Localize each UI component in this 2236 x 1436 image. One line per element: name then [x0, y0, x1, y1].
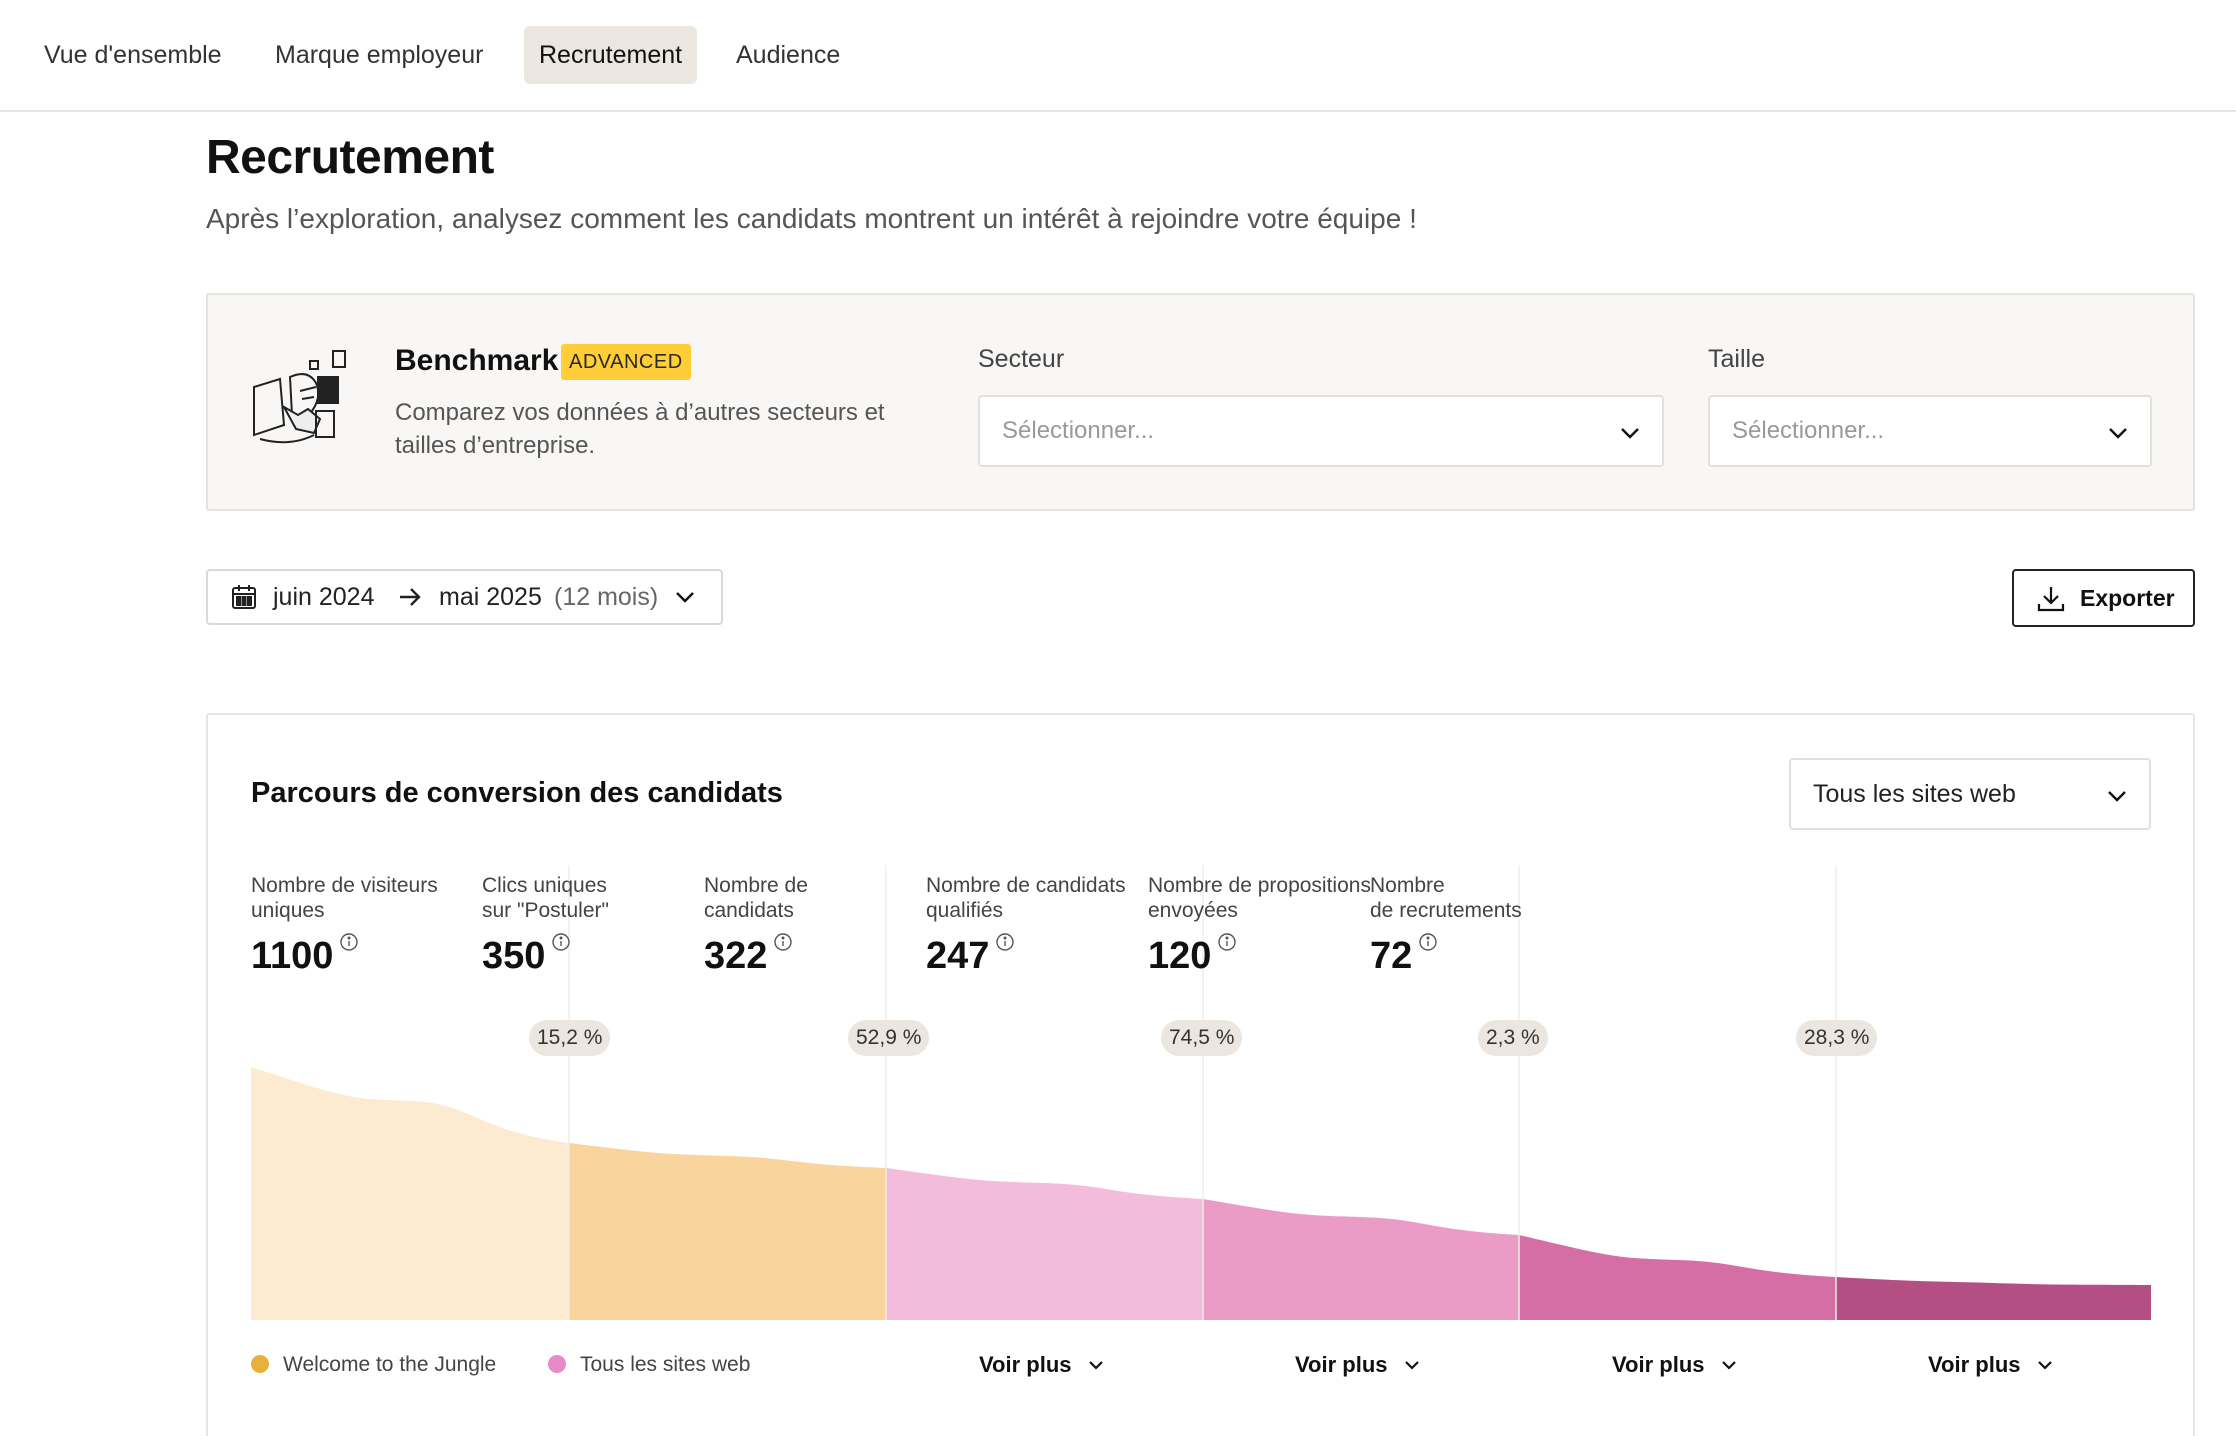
date-start: juin 2024: [273, 583, 375, 611]
legend-dot: [548, 1355, 566, 1373]
info-icon[interactable]: [773, 932, 793, 952]
advanced-badge: ADVANCED: [561, 344, 691, 380]
site-filter-value: Tous les sites web: [1813, 780, 2016, 808]
funnel-metric: Clics uniques sur "Postuler" 350: [482, 873, 609, 978]
voir-plus-button[interactable]: Voir plus: [1928, 1350, 2055, 1380]
page-title: Recrutement: [206, 131, 494, 184]
metric-label: Nombre de visiteurs uniques: [251, 874, 438, 922]
calendar-icon: [232, 585, 256, 609]
site-filter-select[interactable]: Tous les sites web: [1789, 758, 2151, 830]
voir-plus-label: Voir plus: [979, 1352, 1072, 1377]
legend-dot: [251, 1355, 269, 1373]
legend-item-wttj: Welcome to the Jungle: [251, 1352, 496, 1378]
voir-plus-label: Voir plus: [1928, 1352, 2021, 1377]
metric-value: 350: [482, 935, 546, 977]
metric-label: Clics uniques sur "Postuler": [482, 874, 609, 922]
legend-label: Welcome to the Jungle: [283, 1353, 497, 1376]
funnel-stage-area: [1836, 1277, 2151, 1320]
benchmark-panel: Benchmark ADVANCED Comparez vos données …: [206, 293, 2195, 511]
voir-plus-label: Voir plus: [1295, 1352, 1388, 1377]
size-select-placeholder: Sélectionner...: [1732, 417, 1885, 444]
sector-label: Secteur: [978, 345, 1065, 373]
metric-value: 72: [1370, 935, 1413, 977]
download-icon: [2037, 587, 2065, 612]
funnel-stage-area: [886, 1168, 1203, 1320]
conversion-rate-pill: 74,5 %: [1161, 1020, 1243, 1056]
size-label: Taille: [1708, 345, 1765, 373]
chevron-down-icon: [2108, 791, 2126, 802]
funnel-metric: Nombre de recrutements 72: [1370, 873, 1522, 978]
top-navigation: Vue d'ensemble Marque employeur Recrutem…: [0, 0, 2236, 112]
chevron-down-icon: [1404, 1361, 1419, 1370]
benchmark-illustration-icon: [253, 350, 346, 444]
legend-label: Tous les sites web: [580, 1353, 751, 1376]
date-duration: (12 mois): [554, 583, 659, 611]
conversion-rate-pill: 2,3 %: [1478, 1020, 1548, 1056]
voir-plus-button[interactable]: Voir plus: [979, 1350, 1106, 1380]
legend-item-all-sites: Tous les sites web: [548, 1352, 750, 1378]
tab-vue-ensemble[interactable]: Vue d'ensemble: [44, 41, 222, 69]
metric-label: Nombre de propositions envoyées: [1148, 874, 1371, 922]
benchmark-title: Benchmark: [395, 344, 559, 377]
funnel-metric: Nombre de visiteurs uniques 1100: [251, 873, 438, 978]
tab-audience[interactable]: Audience: [736, 41, 841, 69]
info-icon[interactable]: [551, 932, 571, 952]
size-select[interactable]: Sélectionner...: [1708, 395, 2152, 467]
sector-select-placeholder: Sélectionner...: [1002, 417, 1155, 444]
date-range-picker[interactable]: juin 2024 mai 2025 (12 mois): [206, 569, 723, 625]
funnel-stage-area: [1519, 1235, 1836, 1320]
chevron-down-icon: [676, 592, 694, 603]
chevron-down-icon: [2109, 428, 2127, 439]
conversion-rate-pill: 52,9 %: [848, 1020, 930, 1056]
info-icon[interactable]: [1217, 932, 1237, 952]
metric-value: 247: [926, 935, 990, 977]
conversion-funnel-card: Parcours de conversion des candidats Tou…: [206, 713, 2195, 1436]
date-end: mai 2025: [439, 583, 542, 611]
voir-plus-button[interactable]: Voir plus: [1295, 1350, 1422, 1380]
metric-value: 120: [1148, 935, 1212, 977]
chevron-down-icon: [2037, 1361, 2052, 1370]
chevron-down-icon: [1721, 1361, 1736, 1370]
info-icon[interactable]: [995, 932, 1015, 952]
export-button[interactable]: Exporter: [2012, 569, 2195, 627]
metric-label: Nombre de candidats: [704, 874, 808, 922]
benchmark-description: Comparez vos données à d’autres secteurs…: [395, 399, 885, 459]
export-button-label: Exporter: [2080, 585, 2175, 611]
funnel-stage-area: [251, 1067, 569, 1320]
sector-select[interactable]: Sélectionner...: [978, 395, 1664, 467]
voir-plus-button[interactable]: Voir plus: [1612, 1350, 1739, 1380]
funnel-metric: Nombre de propositions envoyées 120: [1148, 873, 1371, 978]
metric-label: Nombre de recrutements: [1370, 874, 1522, 922]
funnel-title: Parcours de conversion des candidats: [251, 777, 783, 809]
funnel-metric: Nombre de candidats 322: [704, 873, 808, 978]
funnel-metric: Nombre de candidats qualifiés 247: [926, 873, 1126, 978]
funnel-stage-area: [1203, 1199, 1519, 1320]
page-subtitle: Après l’exploration, analysez comment le…: [206, 203, 1417, 234]
metric-value: 1100: [251, 935, 334, 977]
info-icon[interactable]: [1418, 932, 1438, 952]
funnel-chart: [251, 865, 2151, 1320]
tab-marque-employeur[interactable]: Marque employeur: [275, 41, 484, 69]
conversion-rate-pill: 15,2 %: [529, 1020, 611, 1056]
tab-recrutement[interactable]: Recrutement: [524, 26, 698, 84]
arrow-right-icon: [400, 588, 421, 606]
conversion-rate-pill: 28,3 %: [1796, 1020, 1878, 1056]
voir-plus-label: Voir plus: [1612, 1352, 1705, 1377]
chevron-down-icon: [1621, 428, 1639, 439]
info-icon[interactable]: [339, 932, 359, 952]
metric-label: Nombre de candidats qualifiés: [926, 874, 1126, 922]
chevron-down-icon: [1088, 1361, 1103, 1370]
metric-value: 322: [704, 935, 768, 977]
funnel-stage-area: [569, 1143, 886, 1320]
